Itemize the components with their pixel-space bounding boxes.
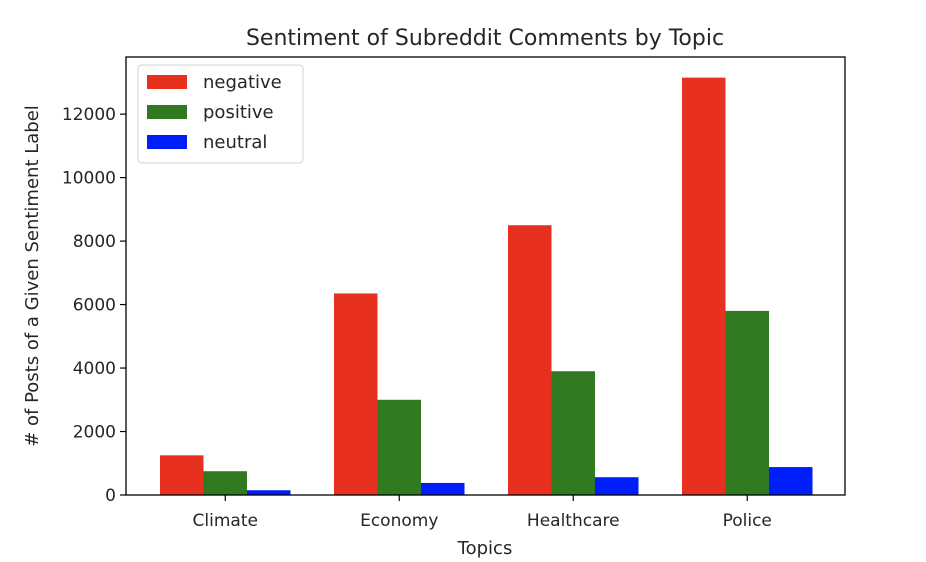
chart-title: Sentiment of Subreddit Comments by Topic [246,26,724,51]
legend-label-neutral: neutral [203,132,267,153]
y-tick-label: 8000 [73,232,116,252]
legend-swatch-negative [147,75,187,89]
y-axis: 0 2000 4000 6000 8000 10000 12000 [62,105,126,506]
y-tick-label: 12000 [62,105,116,125]
x-tick-label: Economy [360,511,438,531]
x-tick-label: Police [723,511,772,531]
x-axis: Climate Economy Healthcare Police [193,495,772,531]
bars-layer [160,77,813,495]
y-tick-label: 2000 [73,423,116,443]
y-tick-label: 6000 [73,296,116,316]
bar-neutral-healthcare [595,477,639,495]
bar-neutral-police [769,467,813,495]
legend-label-positive: positive [203,102,274,123]
y-axis-label: # of Posts of a Given Sentiment Label [22,105,43,447]
legend: negative positive neutral [137,64,304,164]
bar-negative-economy [334,293,378,495]
x-tick-label: Climate [193,511,258,531]
bar-negative-police [682,77,726,495]
y-tick-label: 0 [105,486,116,506]
bar-neutral-economy [421,482,465,495]
bar-positive-healthcare [551,371,595,495]
y-tick-label: 10000 [62,169,116,189]
legend-swatch-positive [147,105,187,119]
bar-positive-police [725,310,769,495]
bar-neutral-climate [247,490,291,495]
legend-label-negative: negative [203,72,282,93]
bar-negative-climate [160,455,204,495]
x-axis-label: Topics [457,538,513,558]
bar-negative-healthcare [508,225,552,495]
legend-swatch-neutral [147,135,187,149]
x-tick-label: Healthcare [527,511,620,531]
plot-frame [125,56,846,496]
bar-positive-climate [203,471,247,495]
bar-positive-economy [377,399,421,495]
y-tick-label: 4000 [73,359,116,379]
